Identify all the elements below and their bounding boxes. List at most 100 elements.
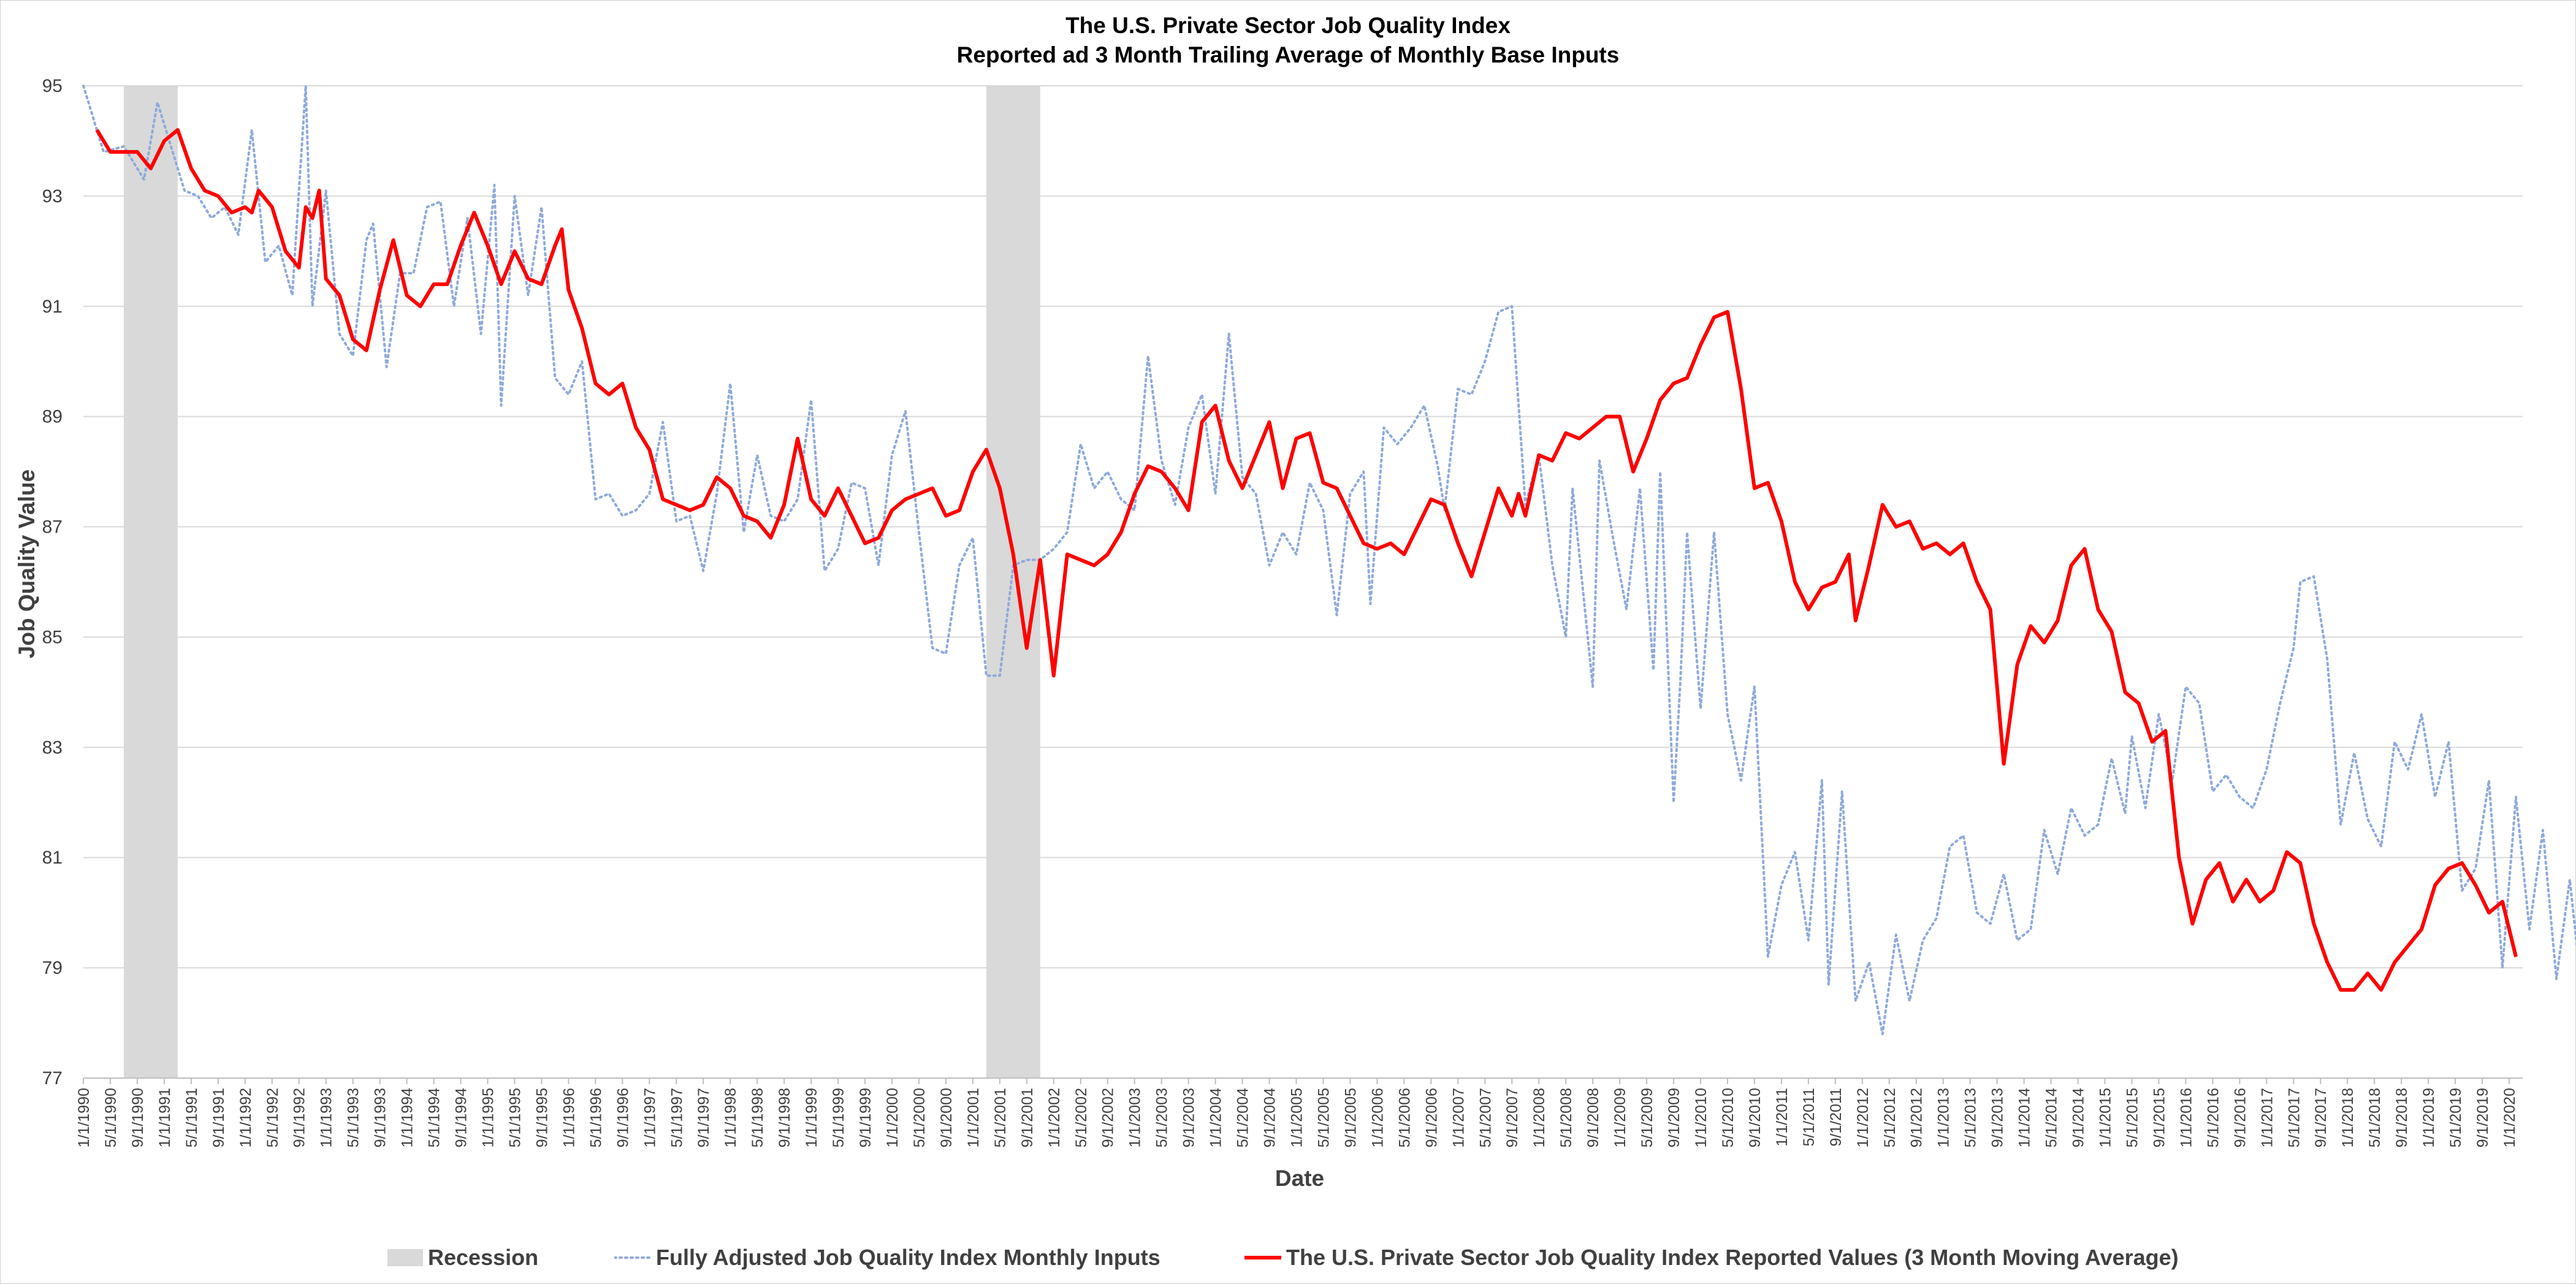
legend-item-average: The U.S. Private Sector Job Quality Inde… (1244, 1239, 2179, 1276)
x-tick-label: 1/1/2013 (1935, 1088, 1953, 1147)
x-tick-label: 5/1/2003 (1154, 1088, 1171, 1147)
x-tick-label: 1/1/2012 (1854, 1088, 1872, 1147)
x-tick-label: 5/1/2010 (1720, 1088, 1737, 1147)
x-tick-label: 9/1/1991 (210, 1088, 227, 1147)
x-tick-label: 9/1/2012 (1908, 1088, 1926, 1147)
x-tick-label: 9/1/2005 (1342, 1088, 1359, 1147)
x-tick-label: 1/1/2017 (2258, 1088, 2276, 1147)
x-tick-label: 9/1/2004 (1262, 1088, 1279, 1147)
x-tick-label: 1/1/2006 (1369, 1088, 1386, 1147)
x-tick-label: 9/1/2013 (1989, 1088, 2006, 1147)
x-tick-label: 1/1/2009 (1612, 1088, 1629, 1147)
y-tick-label: 89 (42, 407, 63, 427)
x-tick-label: 1/1/2008 (1531, 1088, 1548, 1147)
x-tick-label: 9/1/2009 (1666, 1088, 1683, 1147)
x-tick-label: 9/1/2000 (938, 1088, 955, 1147)
x-tick-label: 1/1/2010 (1693, 1088, 1710, 1147)
x-tick-label: 5/1/2016 (2204, 1088, 2222, 1147)
x-tick-label: 1/1/2014 (2016, 1088, 2033, 1147)
y-tick-label: 79 (42, 958, 63, 978)
x-tick-label: 1/1/2018 (2339, 1088, 2357, 1147)
series-line-monthly-inputs (82, 85, 2576, 1035)
y-tick-label: 81 (42, 848, 63, 868)
x-tick-label: 1/1/2015 (2097, 1088, 2114, 1147)
y-axis-ticks: 77 79 81 83 85 87 89 91 93 95 (42, 76, 63, 1088)
x-tick-label: 5/1/2012 (1881, 1088, 1899, 1147)
job-quality-chart: 77 79 81 83 85 87 89 91 93 95 1/1/1990 5/1/1990 9/1… (14, 76, 2576, 1191)
x-tick-label: 1/1/1997 (641, 1088, 658, 1147)
x-tick-label: 9/1/1994 (453, 1088, 470, 1147)
x-tick-label: 9/1/1996 (614, 1088, 631, 1147)
x-tick-label: 1/1/2007 (1450, 1088, 1467, 1147)
x-tick-label: 9/1/2010 (1747, 1088, 1764, 1147)
x-tick-label: 1/1/1992 (237, 1088, 254, 1147)
x-tick-label: 9/1/2008 (1585, 1088, 1602, 1147)
x-tick-label: 5/1/2009 (1639, 1088, 1656, 1147)
chart-title: The U.S. Private Sector Job Quality Inde… (0, 11, 2576, 70)
x-tick-label: 5/1/2015 (2124, 1088, 2141, 1147)
x-tick-label: 5/1/2007 (1477, 1088, 1494, 1147)
monthly-swatch (614, 1256, 651, 1259)
x-tick-label: 5/1/1997 (668, 1088, 685, 1147)
recession-band-1 (123, 86, 178, 1078)
x-tick-label: 5/1/1994 (426, 1088, 443, 1147)
x-tick-label: 5/1/2019 (2447, 1088, 2464, 1147)
y-tick-label: 91 (42, 297, 63, 317)
x-tick-label: 1/1/2002 (1046, 1088, 1063, 1147)
x-tick-label: 5/1/1998 (749, 1088, 766, 1147)
y-tick-label: 77 (42, 1068, 63, 1088)
x-tick-label: 9/1/2011 (1827, 1088, 1845, 1146)
x-tick-label: 1/1/2004 (1208, 1088, 1225, 1147)
x-tick-label: 5/1/2005 (1315, 1088, 1332, 1147)
x-axis-ticks: 1/1/1990 5/1/1990 9/1/1990 1/1/1991 5/1/1991… (75, 1078, 2518, 1147)
x-tick-label: 5/1/1990 (102, 1088, 120, 1147)
legend-label-average: The U.S. Private Sector Job Quality Inde… (1286, 1245, 2179, 1270)
recession-bands (123, 86, 1040, 1078)
x-tick-label: 5/1/1993 (345, 1088, 362, 1147)
x-tick-label: 5/1/2004 (1235, 1088, 1252, 1147)
average-swatch (1244, 1256, 1281, 1259)
y-tick-label: 95 (42, 76, 63, 96)
x-tick-label: 5/1/2001 (992, 1088, 1009, 1147)
x-tick-label: 1/1/1995 (480, 1088, 497, 1147)
x-tick-label: 5/1/1999 (830, 1088, 847, 1147)
x-tick-label: 1/1/2016 (2178, 1088, 2195, 1147)
legend-item-monthly: Fully Adjusted Job Quality Index Monthly… (614, 1239, 1160, 1276)
y-tick-label: 93 (42, 186, 63, 207)
x-tick-label: 9/1/2016 (2231, 1088, 2249, 1147)
y-axis-title: Job Quality Value (14, 469, 39, 658)
x-tick-label: 1/1/1991 (156, 1088, 173, 1147)
y-tick-label: 83 (42, 737, 63, 758)
x-tick-label: 9/1/2018 (2393, 1088, 2410, 1147)
x-tick-label: 1/1/2003 (1127, 1088, 1144, 1147)
x-tick-label: 5/1/2006 (1396, 1088, 1413, 1147)
y-tick-label: 87 (42, 517, 63, 538)
x-tick-label: 9/1/1998 (776, 1088, 793, 1147)
x-tick-label: 1/1/1993 (318, 1088, 335, 1147)
x-tick-label: 9/1/1993 (372, 1088, 389, 1147)
x-tick-label: 1/1/1996 (560, 1088, 577, 1147)
x-tick-label: 1/1/2000 (884, 1088, 901, 1147)
chart-title-line-1: The U.S. Private Sector Job Quality Inde… (1065, 13, 1511, 38)
series-lines (82, 85, 2576, 1035)
x-tick-label: 9/1/2014 (2070, 1088, 2087, 1147)
x-tick-label: 5/1/2002 (1073, 1088, 1090, 1147)
x-tick-label: 5/1/2013 (1962, 1088, 1980, 1147)
x-tick-label: 5/1/1996 (587, 1088, 604, 1147)
x-tick-label: 9/1/1992 (291, 1088, 308, 1147)
x-tick-label: 5/1/2018 (2366, 1088, 2384, 1147)
x-tick-label: 5/1/2017 (2285, 1088, 2303, 1147)
y-tick-label: 85 (42, 627, 63, 647)
x-tick-label: 5/1/2000 (911, 1088, 928, 1147)
chart-title-line-2: Reported ad 3 Month Trailing Average of … (956, 42, 1620, 67)
x-tick-label: 5/1/2014 (2043, 1088, 2060, 1147)
x-tick-label: 1/1/2020 (2501, 1088, 2518, 1147)
x-tick-label: 9/1/2002 (1100, 1088, 1117, 1147)
x-tick-label: 1/1/2005 (1289, 1088, 1306, 1147)
x-tick-label: 9/1/2019 (2474, 1088, 2491, 1147)
x-tick-label: 5/1/1992 (264, 1088, 281, 1147)
recession-swatch (387, 1249, 423, 1266)
legend: Recession Fully Adjusted Job Quality Ind… (0, 1239, 2576, 1276)
legend-item-recession: Recession (387, 1239, 538, 1276)
